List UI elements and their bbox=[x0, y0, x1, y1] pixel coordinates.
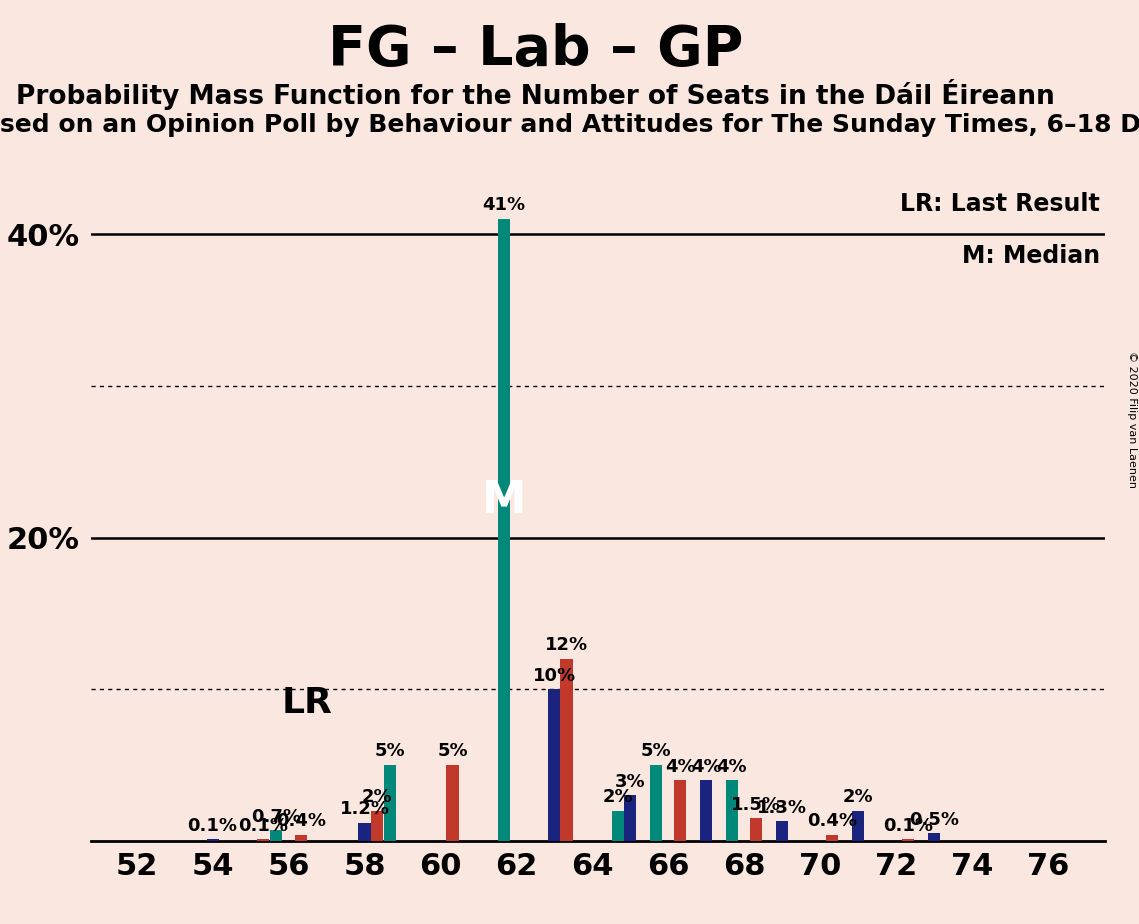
Text: © 2020 Filip van Laenen: © 2020 Filip van Laenen bbox=[1126, 351, 1137, 488]
Text: LR: Last Result: LR: Last Result bbox=[900, 192, 1100, 216]
Bar bbox=[928, 833, 940, 841]
Bar bbox=[700, 780, 712, 841]
Bar bbox=[270, 831, 282, 841]
Bar bbox=[206, 839, 219, 841]
Bar bbox=[751, 818, 762, 841]
Text: 1.3%: 1.3% bbox=[757, 798, 808, 817]
Text: LR: LR bbox=[282, 686, 333, 720]
Bar bbox=[624, 796, 637, 841]
Text: M: Median: M: Median bbox=[961, 244, 1100, 268]
Text: 0.1%: 0.1% bbox=[188, 817, 238, 834]
Bar bbox=[370, 810, 383, 841]
Text: 1.2%: 1.2% bbox=[339, 800, 390, 818]
Bar bbox=[612, 810, 624, 841]
Bar bbox=[359, 822, 370, 841]
Bar bbox=[852, 810, 865, 841]
Bar bbox=[560, 659, 573, 841]
Text: 2%: 2% bbox=[843, 788, 874, 806]
Bar bbox=[295, 834, 306, 841]
Bar bbox=[902, 839, 915, 841]
Text: 12%: 12% bbox=[544, 637, 588, 654]
Bar bbox=[384, 765, 396, 841]
Bar bbox=[548, 689, 560, 841]
Bar bbox=[256, 839, 269, 841]
Text: sed on an Opinion Poll by Behaviour and Attitudes for The Sunday Times, 6–18 Dec: sed on an Opinion Poll by Behaviour and … bbox=[0, 113, 1139, 137]
Bar bbox=[776, 821, 788, 841]
Text: 4%: 4% bbox=[716, 758, 747, 775]
Text: 5%: 5% bbox=[437, 743, 468, 760]
Text: 1.5%: 1.5% bbox=[731, 796, 781, 813]
Text: Probability Mass Function for the Number of Seats in the Dáil Éireann: Probability Mass Function for the Number… bbox=[16, 79, 1055, 110]
Text: 2%: 2% bbox=[603, 788, 633, 806]
Bar bbox=[726, 780, 738, 841]
Text: 4%: 4% bbox=[665, 758, 696, 775]
Text: M: M bbox=[482, 480, 526, 522]
Bar bbox=[498, 219, 510, 841]
Text: 5%: 5% bbox=[375, 743, 405, 760]
Bar bbox=[826, 834, 838, 841]
Bar bbox=[446, 765, 459, 841]
Text: 2%: 2% bbox=[361, 788, 392, 806]
Text: 41%: 41% bbox=[483, 197, 526, 214]
Text: FG – Lab – GP: FG – Lab – GP bbox=[328, 23, 743, 77]
Text: 0.1%: 0.1% bbox=[883, 817, 933, 834]
Bar bbox=[674, 780, 687, 841]
Text: 0.7%: 0.7% bbox=[252, 808, 302, 826]
Text: 10%: 10% bbox=[533, 666, 576, 685]
Text: 0.4%: 0.4% bbox=[276, 812, 326, 831]
Text: 4%: 4% bbox=[691, 758, 721, 775]
Text: 0.4%: 0.4% bbox=[808, 812, 858, 831]
Text: 3%: 3% bbox=[615, 772, 646, 791]
Text: 0.5%: 0.5% bbox=[909, 810, 959, 829]
Text: 5%: 5% bbox=[641, 743, 671, 760]
Text: 0.1%: 0.1% bbox=[238, 817, 288, 834]
Bar bbox=[650, 765, 662, 841]
